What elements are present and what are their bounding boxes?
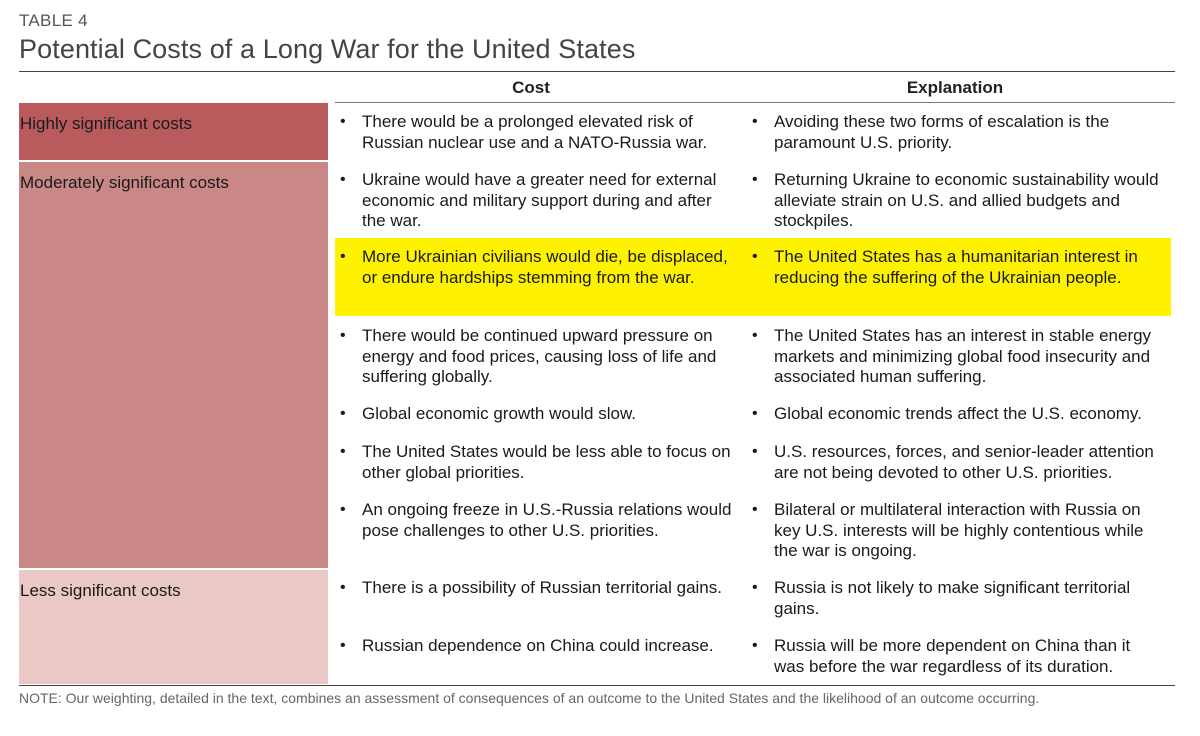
cost-text: There would be a prolonged elevated risk… <box>362 112 708 152</box>
bullet: • <box>340 113 346 130</box>
explanation-text: The United States has an interest in sta… <box>774 326 1152 386</box>
table-note: NOTE: Our weighting, detailed in the tex… <box>19 690 1040 706</box>
category-moderately-significant: Moderately significant costs <box>19 162 328 568</box>
bullet: • <box>752 405 758 422</box>
bullet: • <box>340 443 346 460</box>
table-row: • Ukraine would have a greater need for … <box>335 161 1171 237</box>
bullet: • <box>340 171 346 188</box>
cost-text: There would be continued upward pressure… <box>362 326 717 386</box>
table-row: • The United States would be less able t… <box>335 433 1171 491</box>
explanation-text: The United States has a humanitarian int… <box>774 247 1138 287</box>
explanation-column-header: Explanation <box>906 78 1004 97</box>
cost-column-header: Cost <box>512 78 550 97</box>
bullet: • <box>340 248 346 265</box>
table-row: • Russian dependence on China could incr… <box>335 627 1171 684</box>
table-row: • There would be continued upward pressu… <box>335 317 1171 394</box>
category-less-significant: Less significant costs <box>19 570 328 684</box>
table-title: Potential Costs of a Long War for the Un… <box>19 34 636 64</box>
header-rule <box>335 102 1175 103</box>
explanation-text: Russia will be more dependent on China t… <box>774 636 1131 676</box>
cost-text: More Ukrainian civilians would die, be d… <box>362 247 728 287</box>
bullet: • <box>752 248 758 265</box>
table-row-highlighted: • More Ukrainian civilians would die, be… <box>335 238 1171 316</box>
bullet: • <box>340 327 346 344</box>
bullet: • <box>752 579 758 596</box>
explanation-text: Russia is not likely to make significant… <box>774 578 1131 618</box>
bullet: • <box>340 405 346 422</box>
explanation-text: Global economic trends affect the U.S. e… <box>774 404 1142 423</box>
table-row: • An ongoing freeze in U.S.-Russia relat… <box>335 491 1171 568</box>
table-row: • There is a possibility of Russian terr… <box>335 569 1171 627</box>
category-highly-significant: Highly significant costs <box>19 103 328 160</box>
cost-text: Russian dependence on China could increa… <box>362 636 714 655</box>
cost-text: An ongoing freeze in U.S.-Russia relatio… <box>362 500 732 540</box>
bullet: • <box>340 637 346 654</box>
cost-text: The United States would be less able to … <box>362 442 731 482</box>
table-row: • Global economic growth would slow. • G… <box>335 395 1171 432</box>
cost-text: Ukraine would have a greater need for ex… <box>362 170 717 230</box>
explanation-text: Bilateral or multilateral interaction wi… <box>774 500 1144 560</box>
table-row: • There would be a prolonged elevated ri… <box>335 103 1171 160</box>
top-rule <box>19 71 1175 72</box>
bullet: • <box>340 579 346 596</box>
explanation-text: Returning Ukraine to economic sustainabi… <box>774 170 1159 230</box>
bullet: • <box>752 327 758 344</box>
bottom-rule <box>19 685 1175 686</box>
bullet: • <box>752 501 758 518</box>
bullet: • <box>752 113 758 130</box>
bullet: • <box>752 171 758 188</box>
explanation-text: U.S. resources, forces, and senior-leade… <box>774 442 1154 482</box>
header-row: Cost Explanation <box>19 72 1175 102</box>
bullet: • <box>340 501 346 518</box>
explanation-text: Avoiding these two forms of escalation i… <box>774 112 1110 152</box>
table-label: TABLE 4 <box>19 11 88 30</box>
cost-text: Global economic growth would slow. <box>362 404 637 423</box>
cost-text: There is a possibility of Russian territ… <box>362 578 722 597</box>
bullet: • <box>752 443 758 460</box>
bullet: • <box>752 637 758 654</box>
